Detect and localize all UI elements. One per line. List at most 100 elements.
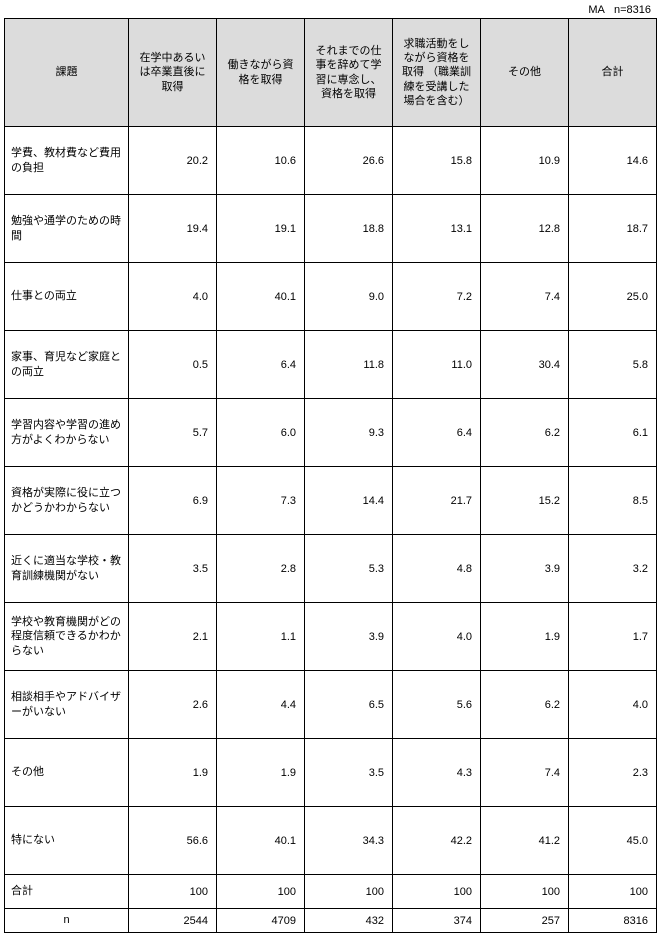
table-row: 近くに適当な学校・教育訓練機関がない3.52.85.34.83.93.2 — [5, 535, 657, 603]
cell-value: 7.4 — [481, 739, 569, 807]
cell-value: 45.0 — [569, 807, 657, 875]
cell-value: 6.0 — [217, 399, 305, 467]
cell-value: 56.6 — [129, 807, 217, 875]
cell-value: 14.4 — [305, 467, 393, 535]
row-label: 学費、教材費など費用の負担 — [5, 127, 129, 195]
table-row: 学校や教育機関がどの程度信頼できるかわからない2.11.13.94.01.91.… — [5, 603, 657, 671]
cell-value: 21.7 — [393, 467, 481, 535]
cell-value: 1.9 — [217, 739, 305, 807]
header-row: 課題 在学中あるいは卒業直後に取得 働きながら資格を取得 それまでの仕事を辞めて… — [5, 19, 657, 127]
cell-value: 2.3 — [569, 739, 657, 807]
cell-value: 2.6 — [129, 671, 217, 739]
col-header-2: それまでの仕事を辞めて学習に専念し、資格を取得 — [305, 19, 393, 127]
cell-value: 5.8 — [569, 331, 657, 399]
cell-value: 0.5 — [129, 331, 217, 399]
cell-value: 26.6 — [305, 127, 393, 195]
cell-value: 6.4 — [393, 399, 481, 467]
cell-value: 14.6 — [569, 127, 657, 195]
cell-value: 4709 — [217, 909, 305, 933]
cell-value: 4.4 — [217, 671, 305, 739]
cell-value: 432 — [305, 909, 393, 933]
cell-value: 7.2 — [393, 263, 481, 331]
cell-value: 11.8 — [305, 331, 393, 399]
row-label: 特にない — [5, 807, 129, 875]
cell-value: 374 — [393, 909, 481, 933]
cell-value: 12.8 — [481, 195, 569, 263]
cell-value: 25.0 — [569, 263, 657, 331]
cell-value: 42.2 — [393, 807, 481, 875]
cell-value: 1.1 — [217, 603, 305, 671]
table-row: 資格が実際に役に立つかどうかわからない6.97.314.421.715.28.5 — [5, 467, 657, 535]
cell-value: 257 — [481, 909, 569, 933]
table-body: 学費、教材費など費用の負担20.210.626.615.810.914.6勉強や… — [5, 127, 657, 933]
survey-table: 課題 在学中あるいは卒業直後に取得 働きながら資格を取得 それまでの仕事を辞めて… — [4, 18, 657, 933]
cell-value: 6.2 — [481, 399, 569, 467]
cell-value: 8.5 — [569, 467, 657, 535]
cell-value: 10.9 — [481, 127, 569, 195]
table-row: 勉強や通学のための時間19.419.118.813.112.818.7 — [5, 195, 657, 263]
cell-value: 100 — [305, 875, 393, 909]
cell-value: 2544 — [129, 909, 217, 933]
cell-value: 40.1 — [217, 807, 305, 875]
cell-value: 8316 — [569, 909, 657, 933]
cell-value: 5.7 — [129, 399, 217, 467]
cell-value: 6.5 — [305, 671, 393, 739]
cell-value: 6.1 — [569, 399, 657, 467]
col-header-1: 働きながら資格を取得 — [217, 19, 305, 127]
col-header-5: 合計 — [569, 19, 657, 127]
row-label: n — [5, 909, 129, 933]
cell-value: 9.0 — [305, 263, 393, 331]
cell-value: 19.1 — [217, 195, 305, 263]
cell-value: 34.3 — [305, 807, 393, 875]
cell-value: 41.2 — [481, 807, 569, 875]
cell-value: 100 — [569, 875, 657, 909]
row-label: その他 — [5, 739, 129, 807]
cell-value: 100 — [481, 875, 569, 909]
cell-value: 3.5 — [129, 535, 217, 603]
cell-value: 18.7 — [569, 195, 657, 263]
cell-value: 30.4 — [481, 331, 569, 399]
cell-value: 4.0 — [393, 603, 481, 671]
row-label: 勉強や通学のための時間 — [5, 195, 129, 263]
cell-value: 9.3 — [305, 399, 393, 467]
row-label: 家事、育児など家庭との両立 — [5, 331, 129, 399]
row-label: 学習内容や学習の進め方がよくわからない — [5, 399, 129, 467]
cell-value: 4.0 — [569, 671, 657, 739]
cell-value: 6.2 — [481, 671, 569, 739]
meta-label: MA n=8316 — [4, 4, 655, 16]
cell-value: 19.4 — [129, 195, 217, 263]
table-row: 学習内容や学習の進め方がよくわからない5.76.09.36.46.26.1 — [5, 399, 657, 467]
cell-value: 1.7 — [569, 603, 657, 671]
table-row: 仕事との両立4.040.19.07.27.425.0 — [5, 263, 657, 331]
cell-value: 100 — [217, 875, 305, 909]
cell-value: 4.0 — [129, 263, 217, 331]
cell-value: 1.9 — [129, 739, 217, 807]
row-label: 学校や教育機関がどの程度信頼できるかわからない — [5, 603, 129, 671]
cell-value: 2.8 — [217, 535, 305, 603]
cell-value: 10.6 — [217, 127, 305, 195]
row-label: 相談相手やアドバイザーがいない — [5, 671, 129, 739]
total-row: 合計100100100100100100 — [5, 875, 657, 909]
n-row: n254447094323742578316 — [5, 909, 657, 933]
table-row: その他1.91.93.54.37.42.3 — [5, 739, 657, 807]
cell-value: 6.4 — [217, 331, 305, 399]
cell-value: 5.6 — [393, 671, 481, 739]
row-label: 近くに適当な学校・教育訓練機関がない — [5, 535, 129, 603]
cell-value: 4.3 — [393, 739, 481, 807]
cell-value: 4.8 — [393, 535, 481, 603]
row-label: 資格が実際に役に立つかどうかわからない — [5, 467, 129, 535]
cell-value: 100 — [393, 875, 481, 909]
cell-value: 3.9 — [305, 603, 393, 671]
cell-value: 6.9 — [129, 467, 217, 535]
cell-value: 7.4 — [481, 263, 569, 331]
table-row: 相談相手やアドバイザーがいない2.64.46.55.66.24.0 — [5, 671, 657, 739]
cell-value: 5.3 — [305, 535, 393, 603]
col-header-3: 求職活動をしながら資格を取得 （職業訓練を受講した場合を含む） — [393, 19, 481, 127]
col-header-4: その他 — [481, 19, 569, 127]
cell-value: 3.2 — [569, 535, 657, 603]
cell-value: 2.1 — [129, 603, 217, 671]
cell-value: 18.8 — [305, 195, 393, 263]
cell-value: 1.9 — [481, 603, 569, 671]
row-label: 合計 — [5, 875, 129, 909]
cell-value: 13.1 — [393, 195, 481, 263]
